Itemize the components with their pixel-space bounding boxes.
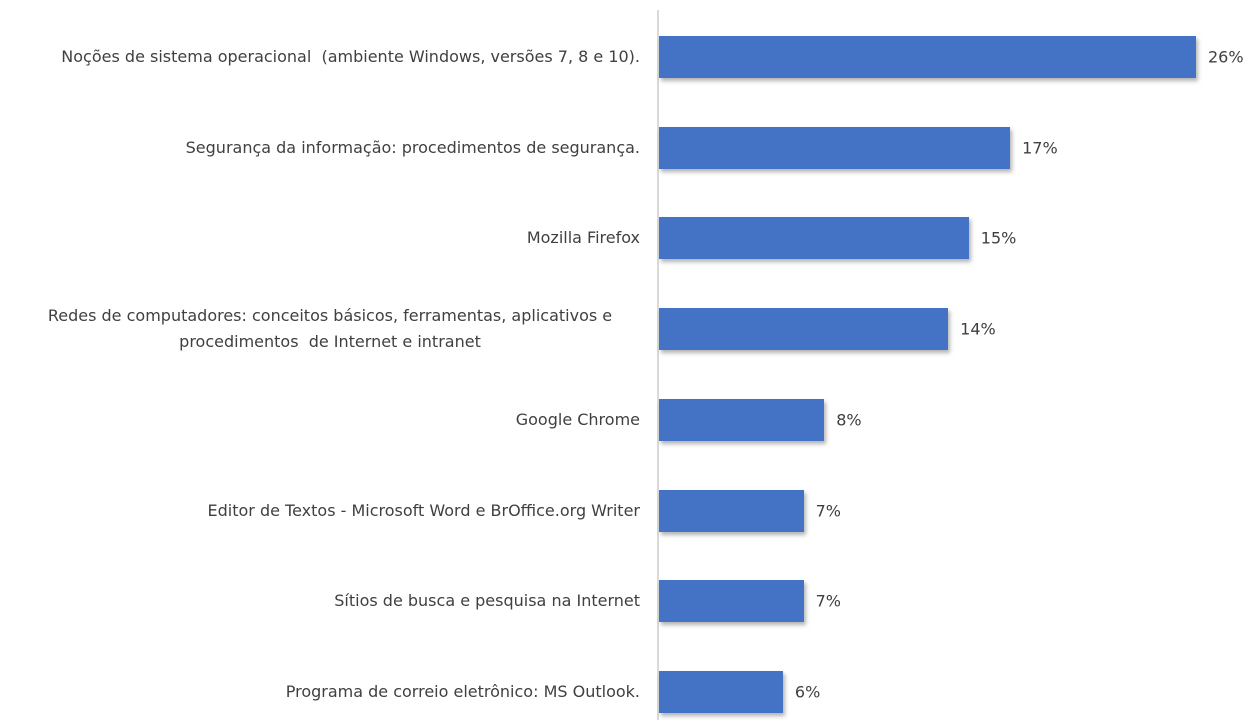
bar — [659, 580, 804, 623]
value-label: 26% — [1208, 47, 1244, 67]
value-label: 7% — [815, 501, 841, 520]
category-label: Google Chrome — [0, 407, 640, 433]
category-text: Segurança da informação: procedimentos d… — [185, 137, 640, 157]
category-label: Sítios de busca e pesquisa na Internet — [0, 588, 640, 614]
category-label: Programa de correio eletrônico: MS Outlo… — [0, 679, 640, 705]
bar — [659, 36, 1196, 78]
category-text: Editor de Textos - Microsoft Word e BrOf… — [207, 500, 640, 520]
axis-line — [657, 10, 659, 720]
category-text: Noções de sistema operacional (ambiente … — [61, 47, 640, 66]
bar — [659, 398, 825, 441]
value-label: 14% — [960, 319, 996, 339]
value-label: 6% — [794, 682, 821, 702]
value-label: 17% — [1022, 138, 1058, 158]
bar — [659, 217, 969, 260]
value-label: 15% — [980, 228, 1017, 248]
category-text: Sítios de busca e pesquisa na Internet — [334, 591, 640, 611]
bar — [659, 670, 783, 713]
bar — [659, 489, 804, 532]
category-text: Mozilla Firefox — [526, 228, 640, 248]
category-label: Redes de computadores: conceitos básicos… — [0, 303, 640, 355]
bar — [659, 308, 949, 351]
category-label: Noções de sistema operacional (ambiente … — [0, 44, 640, 70]
category-label: Editor de Textos - Microsoft Word e BrOf… — [0, 498, 640, 524]
bar — [659, 126, 1011, 169]
category-text: Redes de computadores: conceitos básicos… — [47, 306, 618, 352]
category-label: Mozilla Firefox — [0, 225, 640, 251]
value-label: 7% — [815, 591, 841, 611]
category-text: Programa de correio eletrônico: MS Outlo… — [285, 681, 640, 701]
category-text: Google Chrome — [515, 409, 640, 429]
value-label: 8% — [836, 410, 862, 430]
category-label: Segurança da informação: procedimentos d… — [0, 135, 640, 161]
